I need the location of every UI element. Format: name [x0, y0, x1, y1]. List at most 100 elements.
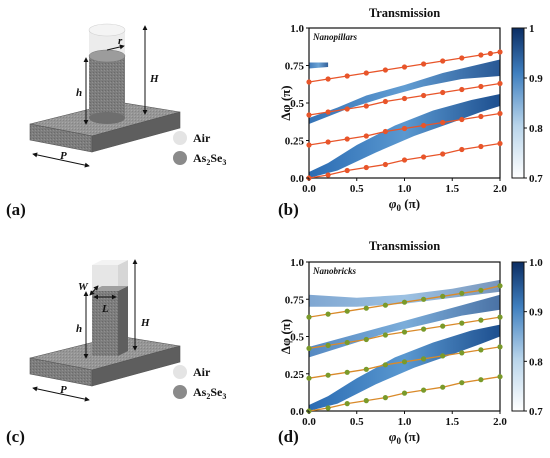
brick-legend-material: As2Se3	[193, 385, 226, 401]
series-1-point-8	[440, 151, 446, 157]
pillar-P-arrow	[32, 152, 90, 168]
x-tick-label: 2.0	[493, 416, 507, 428]
series-4-point-7	[421, 296, 427, 302]
colorbar-tick-label: 0.9	[529, 73, 543, 85]
y-tick-label: 0.5	[290, 332, 304, 344]
pillar-legend-air: Air	[193, 131, 211, 145]
colorbar-tick-label: 0.8	[529, 123, 543, 135]
y-tick-label: 1.0	[290, 23, 304, 35]
x-tick-label: 1.0	[398, 416, 412, 428]
pillar-air-top	[88, 23, 126, 37]
heatmap-region	[309, 59, 500, 178]
series-4-point-2	[325, 311, 331, 317]
series-2-point-7	[421, 122, 427, 129]
x-axis-label: φ0 (π)	[389, 429, 420, 446]
y-tick-label: 0.5	[290, 98, 304, 110]
series-2-point-7	[421, 356, 427, 362]
series-3-point-1	[306, 345, 312, 351]
series-2-point-6	[401, 359, 408, 365]
colorbar-tick-label: 0.9	[529, 307, 543, 319]
colorbar-tick-label: 1.0	[529, 257, 543, 269]
brick-legend-material-swatch	[173, 385, 187, 399]
pillar-body	[89, 56, 125, 118]
pillar-top-face	[88, 49, 126, 63]
series-1-point-6	[401, 390, 408, 396]
series-2-point-5	[382, 362, 388, 368]
series-2-point-3	[344, 369, 350, 375]
y-axis-label: Δφ (π)	[278, 85, 293, 120]
series-3-point-11	[497, 314, 503, 320]
series-1-point-6	[401, 157, 408, 163]
series-2-point-8	[440, 119, 446, 126]
x-tick-label: 0.5	[350, 416, 364, 428]
heatmap-band-1	[309, 94, 500, 178]
heatmap-band-1	[309, 324, 500, 411]
series-1-point-2	[325, 172, 331, 178]
x-axis-label: φ0 (π)	[389, 196, 420, 213]
series-3-point-5	[382, 98, 388, 105]
series-2-point-8	[440, 353, 446, 359]
chart-nanopillars: 0.0 0.5 1.0 1.5 2.0 0.0 0.25 0.5 0.75 1.0 Transmis…	[278, 6, 543, 213]
series-3-point-9	[459, 320, 465, 326]
y-axis-label: Δφ (π)	[278, 319, 293, 354]
brick-body-front	[92, 291, 118, 356]
series-2-point-4	[363, 366, 369, 372]
y-tick-label: 0.0	[290, 406, 304, 418]
heatmap-band-2	[309, 294, 500, 358]
brick-legend-air: Air	[193, 365, 211, 379]
series-4-point-4	[363, 70, 369, 76]
series-2-point-2	[325, 372, 331, 378]
colorbar-tick-label: 0.7	[529, 406, 543, 418]
series-4-point-11	[497, 283, 503, 289]
series-4-point-8	[440, 293, 446, 299]
brick-air-top	[92, 260, 128, 265]
series-1-point-10	[478, 377, 484, 383]
series-1-point-10	[478, 143, 484, 150]
series-3-point-3	[344, 106, 350, 112]
y-tick-label: 1.0	[290, 257, 304, 269]
series-2-point-4	[363, 133, 369, 139]
series-2-point-5	[382, 128, 388, 135]
series-1-point-7	[421, 154, 427, 160]
series-3-point-10	[478, 83, 484, 90]
series-4-point-9	[459, 55, 465, 61]
series-3-point-2	[325, 342, 331, 348]
y-tick-label: 0.75	[285, 294, 305, 306]
series-2-point-1	[306, 375, 312, 381]
y-tick-label: 0.25	[285, 369, 305, 381]
series-4-point-1	[306, 314, 312, 320]
series-1-point-5	[382, 395, 388, 401]
series-1-point-4	[363, 164, 369, 171]
colorbar	[511, 27, 525, 179]
chart-title: Transmission	[369, 239, 440, 253]
series-2-point-10	[478, 347, 484, 353]
series-4-point-6	[401, 64, 408, 70]
chart-title: Transmission	[369, 6, 440, 20]
x-tick-label: 0.0	[302, 416, 316, 428]
chart-nanobricks: 0.0 0.5 1.0 1.5 2.0 0.0 0.25 0.5 0.75 1.0 Transmis…	[278, 239, 543, 446]
series-1-point-3	[344, 167, 350, 174]
x-tick-label: 2.0	[493, 183, 507, 195]
brick-P-arrow	[32, 386, 90, 402]
series-4-point-4	[363, 305, 369, 311]
brick-dim-W: W	[78, 281, 89, 293]
series-4-point-6	[401, 299, 408, 305]
series-2-point-1	[306, 142, 312, 148]
series-2-point-11	[497, 110, 503, 117]
series-1-point-9	[459, 146, 465, 153]
series-3-point-7	[421, 326, 427, 332]
series-4-point-5	[382, 302, 388, 308]
x-tick-label: 0.0	[302, 183, 316, 195]
pillar-bottom	[89, 112, 125, 124]
series-4-point-5	[382, 67, 388, 73]
heatmap-band-2	[309, 59, 500, 124]
series-4-point-8	[440, 58, 446, 64]
heatmap-band-3	[309, 279, 500, 307]
chart-inset-label: Nanobricks	[312, 266, 357, 276]
series-3-point-6	[401, 329, 408, 335]
colorbar-tick-label: 0.8	[529, 356, 543, 368]
series-3-point-4	[363, 336, 369, 343]
y-tick-label: 0.25	[285, 136, 305, 148]
colorbar-tick-label: 1	[529, 23, 535, 35]
